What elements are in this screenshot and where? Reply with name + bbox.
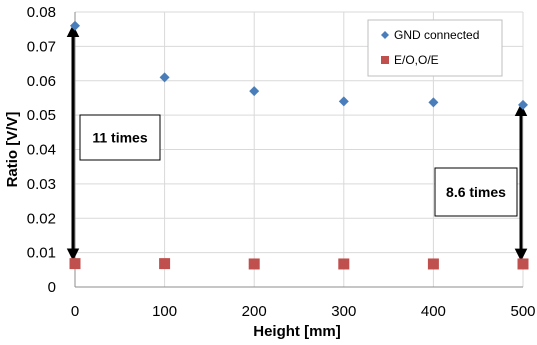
annotations: 11 times 8.6 times	[79, 114, 518, 217]
y-tick-label: 0.06	[27, 73, 56, 90]
x-tick-label: 400	[421, 303, 446, 320]
legend-label: E/O,O/E	[394, 53, 439, 67]
data-point-diamond	[338, 96, 349, 107]
annotation-box	[434, 167, 518, 217]
annotation-label: 11 times	[92, 130, 147, 146]
x-tick-label: 500	[510, 303, 535, 320]
data-point-diamond	[428, 97, 439, 108]
axis-labels: 0 100 200 300 400 500 0 0.01 0.02 0.03 0.04 0.05 0.0…	[4, 4, 536, 340]
data-point-square	[517, 258, 529, 270]
data-point-square	[338, 258, 350, 270]
x-tick-label: 300	[331, 303, 356, 320]
x-tick-label: 100	[152, 303, 177, 320]
y-tick-label: 0	[48, 279, 56, 296]
annotation-arrows	[66, 24, 528, 262]
x-tick-label: 200	[242, 303, 267, 320]
y-tick-label: 0.02	[27, 210, 56, 227]
data-point-diamond	[518, 99, 528, 110]
data-point-diamond	[159, 72, 170, 83]
y-tick-label: 0.04	[27, 142, 56, 159]
data-point-square	[159, 258, 171, 270]
y-tick-label: 0.08	[27, 4, 56, 21]
data-point-square	[69, 258, 81, 270]
annotation-box	[79, 114, 161, 161]
data-point-diamond	[70, 20, 80, 31]
y-tick-label: 0.07	[27, 38, 56, 55]
legend-label: GND connected	[394, 28, 479, 42]
y-tick-label: 0.03	[27, 176, 56, 193]
y-axis-title: Ratio [V/V]	[4, 112, 21, 188]
y-tick-label: 0.01	[27, 245, 56, 262]
data-point-diamond	[249, 86, 260, 97]
legend: GND connected E/O,O/E	[367, 19, 503, 77]
y-tick-label: 0.05	[27, 107, 56, 124]
data-point-square	[427, 258, 439, 270]
data-point-square	[248, 258, 260, 270]
data-points	[69, 20, 529, 270]
x-tick-label: 0	[71, 303, 79, 320]
x-axis-title: Height [mm]	[253, 323, 341, 340]
legend-marker-diamond	[381, 31, 389, 39]
annotation-label: 8.6 times	[446, 184, 506, 200]
legend-marker-square	[381, 56, 389, 64]
legend-box	[367, 19, 503, 77]
